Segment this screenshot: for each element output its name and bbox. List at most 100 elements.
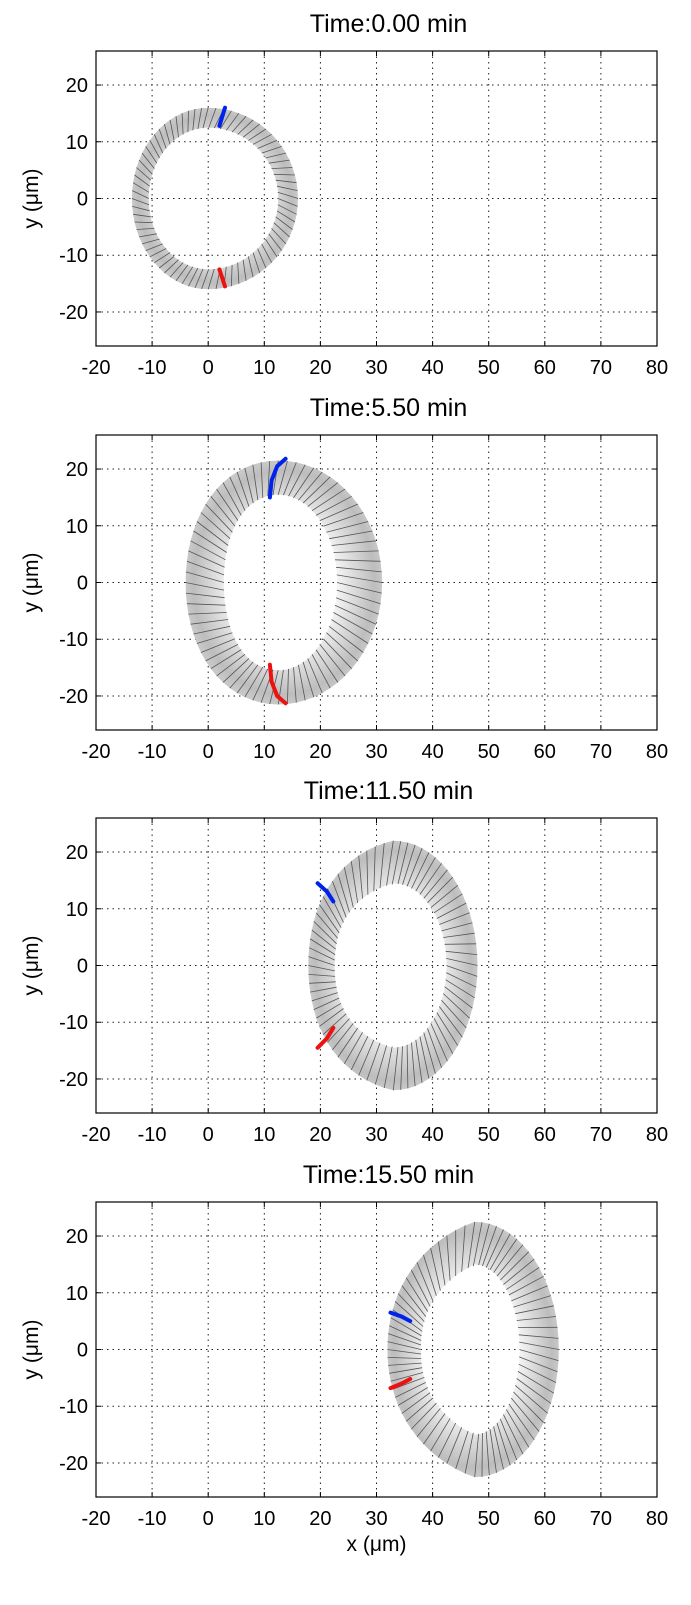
filament-line xyxy=(210,496,236,527)
filament-line xyxy=(134,174,150,187)
filament-line xyxy=(485,1431,490,1476)
y-tick-label: 20 xyxy=(66,1226,88,1248)
filament-line xyxy=(467,1221,476,1269)
filament-line xyxy=(366,850,369,895)
filament-line xyxy=(185,571,225,583)
filament-line xyxy=(500,1251,530,1281)
axes-box xyxy=(95,50,658,347)
y-tick-label: 20 xyxy=(66,75,88,97)
filament-line xyxy=(193,530,227,553)
x-tick-label: 80 xyxy=(646,741,668,763)
filament-line xyxy=(313,997,340,1010)
filament-line xyxy=(133,213,151,218)
filament-line xyxy=(275,179,297,184)
filament-line xyxy=(516,1316,557,1321)
filament-line xyxy=(153,134,164,154)
filament-line xyxy=(519,1356,558,1373)
filament-line xyxy=(236,471,250,507)
filament-line xyxy=(493,1426,504,1470)
y-axis-label: y (μm) xyxy=(20,169,43,229)
filament-line xyxy=(309,981,336,984)
x-tick-label: 70 xyxy=(590,741,612,763)
x-tick-label: 50 xyxy=(478,741,500,763)
filament-line xyxy=(154,252,171,264)
filament-line xyxy=(197,108,202,129)
filament-line xyxy=(193,625,231,635)
filament-line xyxy=(335,597,379,615)
filament-line xyxy=(332,880,347,918)
filament-line xyxy=(343,1032,363,1065)
x-tick-label: -20 xyxy=(82,357,111,379)
x-tick-label: 80 xyxy=(646,1508,668,1530)
filament-line xyxy=(257,139,278,149)
filament-line xyxy=(395,1382,426,1398)
x-tick-label: 70 xyxy=(590,1124,612,1146)
x-tick-label: 60 xyxy=(534,357,556,379)
filament-line xyxy=(402,844,416,885)
filament-line xyxy=(493,1238,518,1273)
filament-line xyxy=(298,664,306,701)
filament-line xyxy=(192,109,196,131)
filament-line xyxy=(244,467,254,504)
filament-line xyxy=(333,612,373,635)
filament-line xyxy=(461,1225,466,1272)
filament-line xyxy=(427,1028,442,1068)
filament-line xyxy=(411,1402,437,1430)
filament-line xyxy=(333,550,379,553)
filament-line xyxy=(472,1222,483,1267)
filament-line xyxy=(336,582,382,594)
filament-line xyxy=(446,1427,463,1464)
x-tick-label: -20 xyxy=(82,741,111,763)
filament-line xyxy=(316,1002,342,1019)
filament-line xyxy=(415,857,436,892)
chart-title: Time:0.00 min xyxy=(310,10,467,38)
filament-line xyxy=(188,267,199,287)
filament-line xyxy=(231,264,233,287)
blue-marker xyxy=(315,881,336,904)
filament-line xyxy=(293,467,315,499)
x-tick-label: -10 xyxy=(138,1124,167,1146)
filament-line xyxy=(423,1254,437,1296)
y-tick-label: 0 xyxy=(77,1340,88,1362)
filament-line xyxy=(513,1295,552,1308)
y-tick-label: 10 xyxy=(66,132,88,154)
filament-line xyxy=(181,266,194,285)
filament-line xyxy=(323,512,364,527)
filament-line xyxy=(158,128,167,149)
filament-line xyxy=(390,1317,422,1337)
filament-line xyxy=(244,666,264,698)
filament-line xyxy=(358,855,363,899)
filament-line xyxy=(277,204,297,215)
chart-panel-3: Time:11.50 min -20 -10 0 10 20 30 40 50 60 70 80 20 1… xyxy=(20,777,668,1146)
blue-marker xyxy=(217,105,227,128)
filament-line xyxy=(277,191,299,199)
y-tick-label: -20 xyxy=(59,686,88,708)
filament-line xyxy=(247,256,254,278)
filament-line xyxy=(219,110,232,130)
filament-line xyxy=(313,921,337,945)
filament-line xyxy=(311,654,331,689)
x-tick-label: 50 xyxy=(478,1508,500,1530)
filament-line xyxy=(446,958,478,966)
x-tick-label: 40 xyxy=(421,741,443,763)
filament-line xyxy=(322,896,342,928)
filament-line xyxy=(131,198,150,206)
filament-line xyxy=(411,1042,416,1087)
filament-line xyxy=(438,1241,446,1286)
filament-line xyxy=(190,619,229,625)
filament-line xyxy=(308,974,336,977)
filament-line xyxy=(194,268,204,289)
filament-line xyxy=(229,661,254,689)
filament-line xyxy=(485,1229,504,1268)
x-tick-label: 30 xyxy=(365,741,387,763)
filament-line xyxy=(315,912,339,939)
filament-line xyxy=(302,661,315,698)
filament-line xyxy=(394,1301,424,1327)
y-axis-label: y (μm) xyxy=(20,1320,43,1380)
filament-line xyxy=(430,1418,451,1452)
x-tick-label: -20 xyxy=(82,1124,111,1146)
filament-line xyxy=(446,972,477,988)
filament-line xyxy=(397,842,409,884)
filament-line xyxy=(478,1223,490,1266)
red-marker xyxy=(388,1377,413,1391)
